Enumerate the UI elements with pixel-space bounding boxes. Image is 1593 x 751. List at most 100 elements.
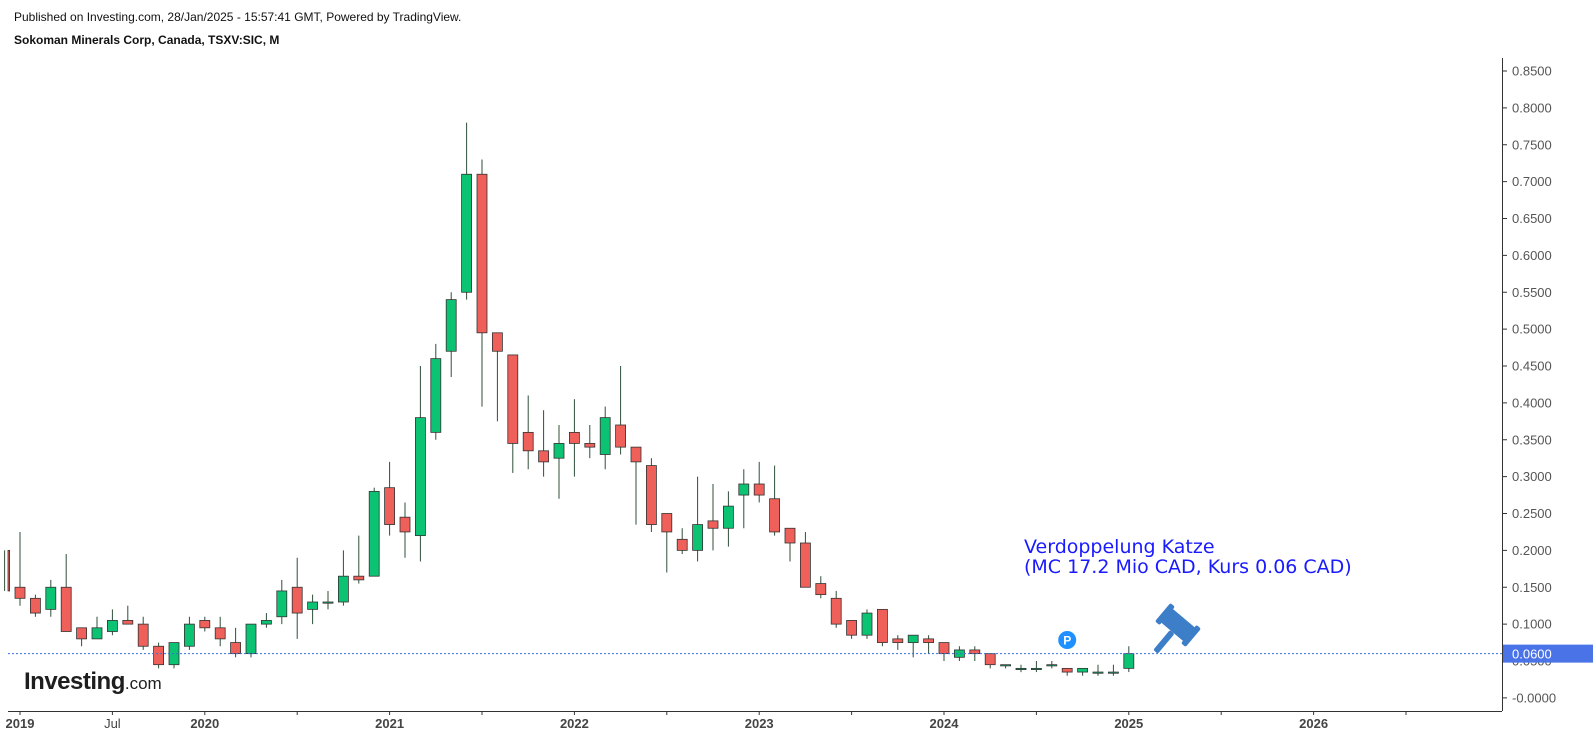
candle-down (353, 575, 365, 581)
dividend-marker-label: P (1063, 634, 1071, 648)
candle-up (1092, 671, 1104, 674)
candle-down (230, 642, 242, 655)
dividend-marker-icon (1058, 631, 1077, 649)
candle-down (491, 332, 503, 352)
candle-up (692, 524, 703, 551)
logo-brand: Investing (24, 668, 125, 695)
candle-up (954, 649, 965, 658)
candle-down (569, 431, 580, 444)
candle-up (461, 173, 473, 293)
y-tick-label: 0.3500 (1512, 432, 1552, 447)
y-tick-label: 0.7500 (1512, 137, 1552, 152)
candle-down (153, 645, 165, 666)
candle-down (14, 586, 26, 599)
candle-down (291, 586, 303, 614)
y-tick-label: 0.2000 (1512, 543, 1552, 558)
candle-down (984, 653, 996, 666)
candle-up (322, 601, 334, 604)
candle-down (630, 446, 642, 463)
gavel-icon (1154, 603, 1201, 653)
candle-down (800, 542, 811, 588)
candle-down (846, 620, 857, 636)
candle-down (507, 354, 519, 444)
candle-down (615, 424, 626, 448)
candle-down (661, 513, 673, 533)
candle-down (399, 516, 411, 533)
candle-down (1061, 667, 1073, 673)
candle-up (907, 634, 919, 643)
candle-down (214, 627, 226, 640)
candle-down (923, 638, 934, 643)
candle-down (384, 487, 396, 525)
x-tick-label: 2022 (560, 716, 589, 731)
y-tick-label: 0.5500 (1512, 285, 1552, 300)
candle-up (414, 417, 426, 537)
candle-up (107, 620, 118, 632)
logo-suffix: .com (124, 674, 162, 693)
y-tick-label: 0.2500 (1512, 506, 1552, 521)
y-tick-label: 0.7000 (1512, 174, 1552, 189)
candle-up (260, 620, 272, 625)
x-tick-label: 2020 (190, 716, 219, 731)
x-tick-label: 2021 (375, 716, 404, 731)
candle-up (861, 612, 873, 636)
y-tick-label: 0.5000 (1512, 322, 1552, 337)
candle-down (584, 443, 596, 448)
candle-down (830, 597, 842, 625)
candle-down (707, 520, 719, 529)
candle-down (769, 498, 780, 533)
candle-up (307, 601, 319, 610)
candle-down (784, 527, 796, 544)
chart-title: Sokoman Minerals Corp, Canada, TSXV:SIC,… (14, 33, 280, 47)
candle-up (445, 299, 457, 352)
candle-up (276, 590, 288, 618)
candle-down (29, 597, 41, 614)
candle-down (753, 483, 765, 496)
candle-down (938, 642, 950, 655)
candle-up (368, 490, 380, 577)
candle-down (60, 586, 72, 632)
candle-up (599, 417, 611, 455)
candle-down (122, 620, 134, 625)
y-tick-label: 0.8500 (1512, 64, 1552, 79)
candle-up (91, 627, 103, 640)
y-tick-label: 0.1000 (1512, 617, 1552, 632)
candle-up (1015, 667, 1027, 670)
x-tick-label: Jul (104, 716, 121, 731)
candle-down (137, 623, 149, 647)
candle-down (892, 638, 904, 643)
candle-up (1123, 653, 1135, 669)
candle-down (877, 608, 888, 643)
x-tick-label: 2026 (1299, 716, 1328, 731)
y-tick-label: 0.8000 (1512, 100, 1552, 115)
candle-down (815, 583, 827, 596)
candle-up (1046, 664, 1058, 667)
candle-up (337, 575, 349, 603)
last-price-label: 0.0600 (1512, 647, 1552, 662)
y-tick-label: 0.6000 (1512, 248, 1552, 263)
candle-up (553, 443, 565, 459)
x-tick-label: 2019 (6, 716, 35, 731)
candle-down (199, 620, 211, 629)
published-note: Published on Investing.com, 28/Jan/2025 … (14, 10, 462, 24)
candle-up (183, 623, 195, 647)
y-tick-label: -0.0000 (1512, 690, 1556, 705)
candle-up (1077, 667, 1088, 673)
candle-up (738, 483, 750, 496)
y-tick-label: 0.4000 (1512, 395, 1552, 410)
candle-up (245, 623, 257, 655)
candle-down (538, 450, 549, 463)
candle-down (646, 465, 657, 525)
candle-down (522, 431, 534, 452)
candle-up (430, 358, 442, 433)
investing-logo: Investing.com (24, 668, 162, 696)
candle-up (723, 505, 734, 529)
x-tick-label: 2024 (930, 716, 960, 731)
candle-up (45, 586, 57, 610)
y-tick-label: 0.3000 (1512, 469, 1552, 484)
x-tick-label: 2025 (1114, 716, 1143, 731)
candle-down (969, 649, 981, 655)
candle-down (7, 549, 10, 592)
candle-up (1108, 671, 1119, 674)
